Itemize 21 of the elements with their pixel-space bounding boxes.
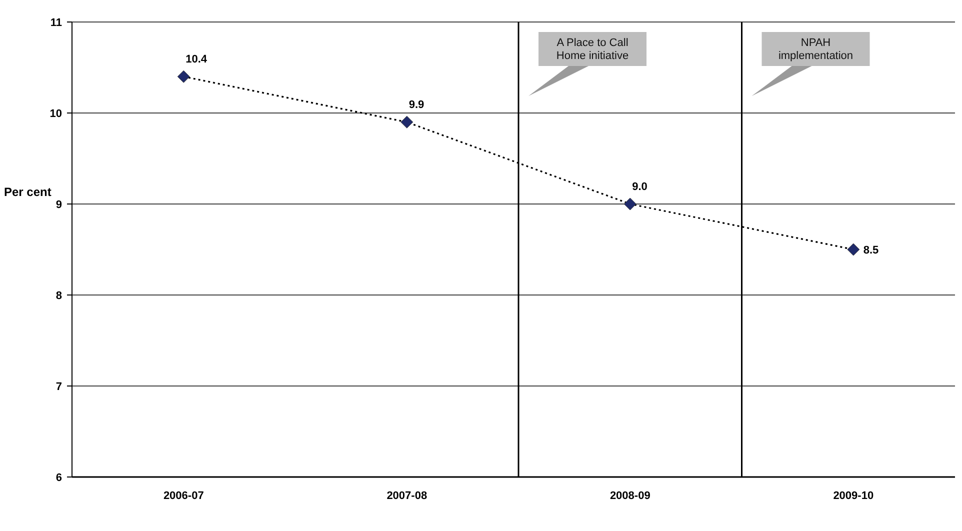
point: [624, 198, 636, 210]
y-tick-label: 9: [56, 199, 62, 211]
annotation: NPAH implementation: [778, 37, 854, 62]
annotation: A Place to Call Home initiative: [556, 37, 629, 62]
x-tick-label: 2009-10: [833, 490, 874, 502]
data-label: 8.5: [863, 244, 879, 256]
y-axis-title: Per cent: [4, 185, 52, 199]
x-tick-label: 2007-08: [386, 490, 428, 502]
point: [847, 243, 860, 256]
y-tick-label: 6: [56, 472, 62, 484]
data-label: 10.4: [186, 54, 208, 66]
y-tick-label: 8: [56, 290, 62, 302]
point: [177, 70, 190, 83]
y-tick-label: 10: [50, 108, 62, 120]
point: [400, 116, 414, 128]
data-label: 9.9: [408, 99, 424, 112]
data-label: 9.0: [632, 181, 648, 193]
x-tick-label: 2008-09: [610, 490, 650, 502]
y-tick-label: 11: [50, 17, 62, 29]
x-tick-label: 2006-07: [163, 490, 204, 502]
y-tick-label: 7: [56, 381, 62, 393]
